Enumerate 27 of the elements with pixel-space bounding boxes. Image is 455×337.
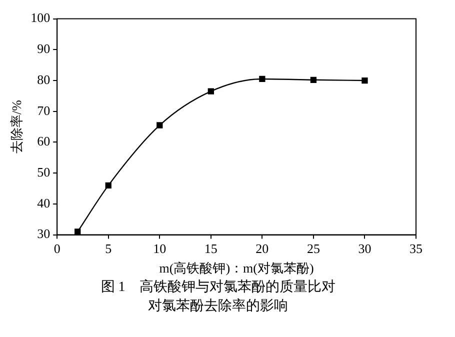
point [362, 77, 368, 84]
text: 图 1 高铁酸钾与对氯苯酚的质量比对 [100, 278, 336, 297]
x-tick-label: 30 [358, 241, 372, 256]
y-axis-title: 去除率/% [9, 100, 24, 154]
x-tick-label: 15 [204, 241, 218, 256]
x-tick-label: 35 [410, 241, 422, 256]
x-tick-label: 5 [105, 241, 112, 256]
point [105, 182, 112, 189]
y-tick-label: 90 [37, 41, 50, 56]
y-tick-label: 60 [37, 134, 50, 149]
y-tick-label: 100 [30, 10, 50, 26]
point [208, 88, 214, 94]
x-tick-label: 20 [256, 241, 269, 256]
point [310, 76, 317, 83]
y-tick-label: 70 [37, 102, 50, 118]
y-tick-label: 80 [37, 72, 50, 87]
point [259, 76, 266, 82]
x-tick-label: 0 [54, 241, 60, 256]
y-tick-label: 30 [37, 226, 50, 242]
point [74, 228, 81, 235]
y-tick-label: 40 [37, 195, 50, 210]
x-axis-title: m(高铁酸钾)：m(对氯苯酚) [159, 260, 314, 276]
text: 对氯苯酚去除率的影响 [147, 297, 289, 316]
point [156, 122, 163, 128]
y-tick-label: 50 [37, 164, 50, 180]
x-tick-label: 10 [153, 241, 166, 256]
x-tick-label: 25 [306, 241, 320, 256]
